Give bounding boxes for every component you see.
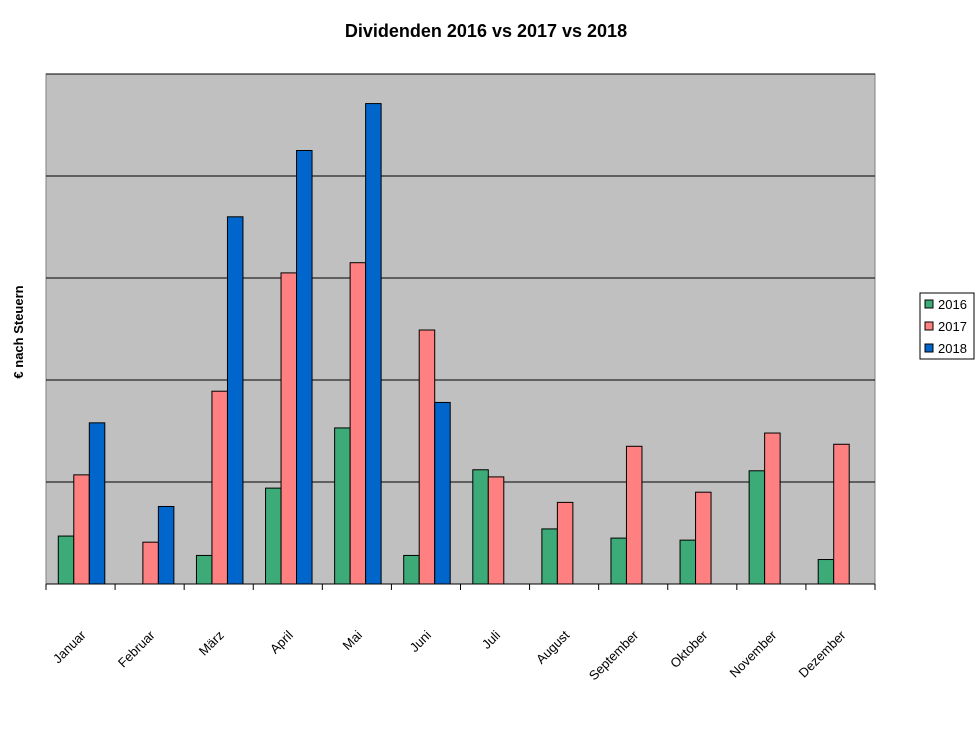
bar-2016-3 [195, 554, 213, 585]
legend-swatch [924, 321, 934, 331]
x-tick-label: Dezember [796, 627, 849, 680]
x-tick-label: September [586, 627, 642, 683]
legend-swatch [924, 343, 934, 353]
legend-label: 2018 [938, 341, 967, 356]
gridlines [46, 73, 875, 483]
bar-2016-10 [679, 539, 697, 585]
y-axis-label: € nach Steuern [11, 285, 26, 378]
plot-area [45, 73, 876, 585]
legend-swatch [924, 299, 934, 309]
bar-2018-1 [88, 422, 106, 585]
x-axis-ticks [45, 584, 876, 590]
bar-2017-6 [418, 329, 436, 585]
x-tick-label: Mai [340, 627, 365, 652]
bar-2018-3 [226, 216, 244, 585]
bar-2017-1 [73, 474, 90, 585]
x-tick-label: April [267, 627, 296, 656]
bar-2017-7 [487, 476, 505, 585]
bar-2018-4 [296, 150, 313, 585]
chart-title: Dividenden 2016 vs 2017 vs 2018 [345, 21, 627, 41]
bar-2017-2 [142, 541, 159, 585]
bar-2017-4 [280, 272, 298, 585]
x-axis-labels: Januar Februar März April Mai Juni Juli August S… [50, 627, 849, 683]
x-tick-label: Januar [50, 627, 89, 666]
legend-label: 2016 [938, 297, 967, 312]
bars [57, 103, 850, 585]
bar-2017-12 [833, 443, 850, 585]
bar-2017-11 [764, 432, 781, 585]
bar-2016-9 [610, 537, 627, 585]
bar-2018-6 [434, 401, 451, 585]
bar-2017-8 [556, 501, 574, 585]
x-tick-label: Oktober [667, 627, 711, 671]
bar-2017-3 [211, 390, 228, 585]
x-tick-label: Juli [479, 627, 503, 651]
bar-2016-1 [57, 535, 75, 585]
bar-2016-4 [265, 487, 282, 585]
bar-2017-5 [349, 262, 367, 585]
legend-items: 2016 2017 2018 [924, 297, 967, 356]
bar-2016-5 [334, 427, 351, 585]
bar-2018-2 [157, 505, 175, 585]
bar-2018-5 [365, 103, 382, 585]
legend-label: 2017 [938, 319, 967, 334]
bar-2016-7 [472, 469, 489, 585]
x-tick-label: März [196, 628, 227, 659]
x-tick-label: August [533, 627, 572, 666]
x-tick-label: Juni [407, 627, 435, 655]
bar-2017-10 [695, 491, 712, 585]
bar-2017-9 [625, 445, 643, 585]
legend: 2016 2017 2018 [919, 292, 975, 360]
bar-2016-8 [541, 528, 558, 585]
x-tick-label: Februar [115, 627, 158, 670]
x-tick-label: November [726, 627, 779, 680]
bar-2016-11 [748, 470, 766, 585]
bar-2016-12 [817, 559, 835, 585]
bar-2016-6 [403, 554, 420, 585]
